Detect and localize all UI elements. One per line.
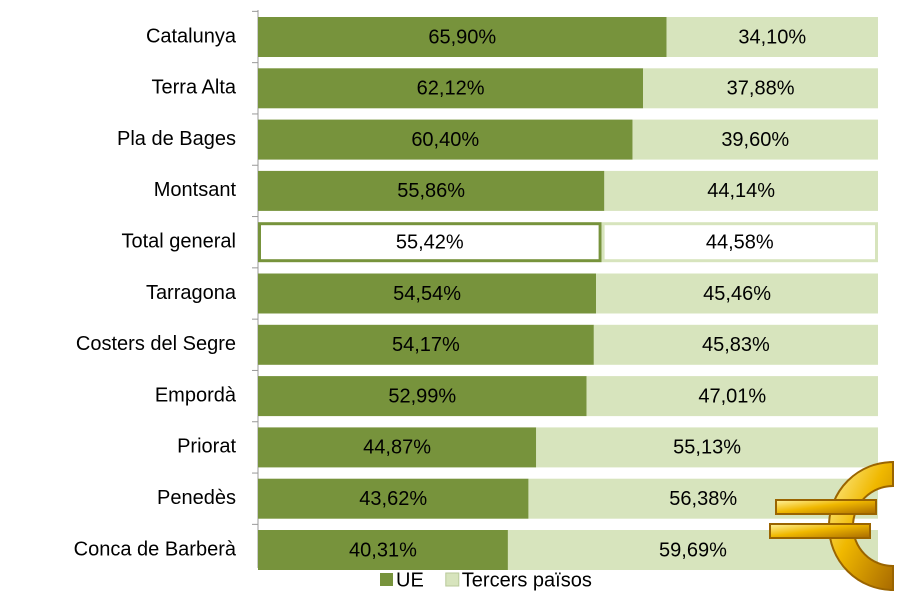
bar [666,17,878,57]
data-label: 45,46% [703,283,771,305]
data-label: 60,40% [411,129,479,151]
legend-swatch [445,572,460,587]
y-tick-label: Total general [121,230,236,252]
y-tick-label: Conca de Barberà [74,538,237,560]
bar [604,170,878,211]
bar [258,530,508,570]
data-label: 56,38% [669,488,737,510]
bar [258,222,602,263]
bar [258,170,605,211]
data-label: 44,58% [706,231,774,253]
data-label: 55,13% [673,437,741,459]
data-label: 44,87% [363,437,431,459]
bar [258,376,587,417]
y-tick-label: Empordà [155,384,237,406]
bar [586,376,878,417]
y-tick-label: Priorat [177,436,236,458]
data-label: 45,83% [702,334,770,356]
y-tick-label: Penedès [157,487,236,509]
data-label: 47,01% [698,385,766,407]
data-label: 62,12% [417,78,485,100]
legend-label: UE [396,569,424,591]
bar [258,324,594,365]
data-label: 40,31% [349,539,417,561]
y-tick-label: Terra Alta [152,77,237,99]
bar [596,273,878,314]
bar [601,222,878,263]
bar [593,324,878,365]
bar [258,427,537,468]
data-label: 52,99% [388,385,456,407]
y-tick-label: Costers del Segre [76,333,236,355]
legend-label: Tercers països [462,569,592,591]
bar [536,427,878,468]
bar [258,273,597,314]
bar [258,478,529,519]
legend-swatch [380,573,393,586]
y-tick-label: Tarragona [146,282,237,304]
data-label: 65,90% [428,26,496,48]
data-label: 44,14% [707,180,775,202]
bar [258,68,644,109]
bar [258,17,667,57]
y-tick-label: Catalunya [146,25,237,47]
y-tick-label: Pla de Bages [117,128,236,150]
data-label: 43,62% [359,488,427,510]
euro-icon [769,460,894,592]
data-label: 39,60% [721,129,789,151]
data-label: 54,17% [392,334,460,356]
data-label: 54,54% [393,283,461,305]
data-label: 37,88% [727,78,795,100]
data-label: 59,69% [659,539,727,561]
data-label: 55,42% [396,231,464,253]
data-label: 34,10% [738,26,806,48]
bar [258,119,633,160]
bar [643,68,878,109]
data-label: 55,86% [397,180,465,202]
bar [632,119,878,160]
y-tick-label: Montsant [154,179,237,201]
